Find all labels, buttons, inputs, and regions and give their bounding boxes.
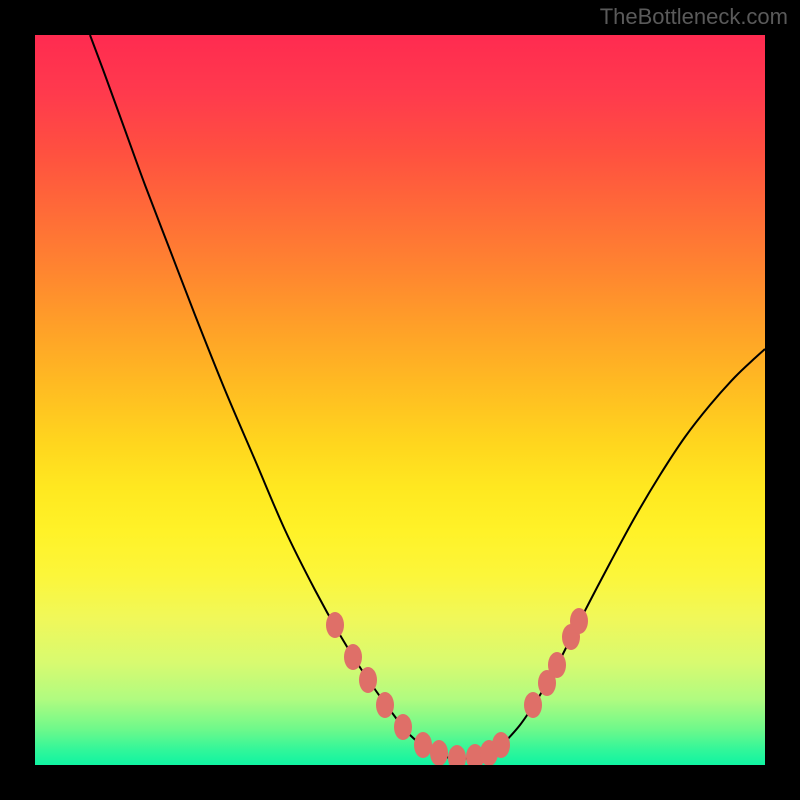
curve-marker	[524, 692, 542, 718]
curve-marker	[394, 714, 412, 740]
curve-marker	[570, 608, 588, 634]
curve-marker	[492, 732, 510, 758]
curve-marker	[414, 732, 432, 758]
watermark-text: TheBottleneck.com	[600, 4, 788, 30]
curve-marker	[344, 644, 362, 670]
curve-marker	[326, 612, 344, 638]
curve-left-branch	[90, 35, 505, 759]
curve-marker	[376, 692, 394, 718]
curve-marker	[430, 740, 448, 765]
curve-markers-group	[326, 608, 588, 765]
curve-marker	[448, 745, 466, 765]
curve-marker	[359, 667, 377, 693]
curve-marker	[548, 652, 566, 678]
chart-svg	[35, 35, 765, 765]
chart-plot-area	[35, 35, 765, 765]
